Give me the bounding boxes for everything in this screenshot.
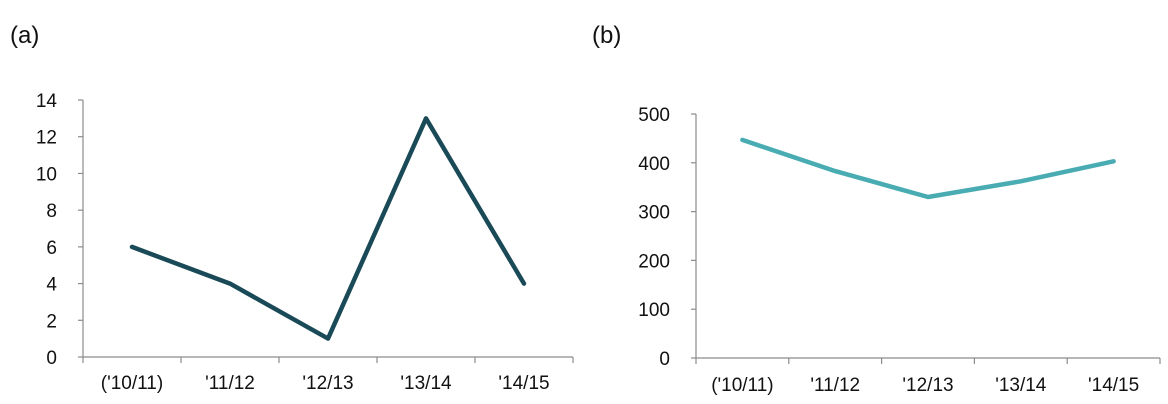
x-axis-b: ('10/11) '11/12 '12/13 '13/14 '14/15 [695,357,1161,396]
series-a [129,116,527,341]
y-tick-label: 4 [46,275,57,296]
y-tick-label: 8 [46,201,57,222]
series-b [740,137,1116,200]
y-tick-label: 12 [36,128,57,149]
panel-label-b: (b) [592,22,621,49]
x-axis-a: ('10/11) '11/12 '12/13 '13/14 '14/15 [82,356,574,394]
y-tick-label: 200 [638,251,670,272]
x-tick-label: '14/15 [498,373,549,394]
x-tick-label: '14/15 [1088,375,1139,396]
y-axis-a: 0 2 4 6 8 10 12 14 [36,91,84,369]
chart-b: (b) 0 100 200 300 400 500 ('10/11) '11/12 '12/1… [592,22,1161,396]
y-tick-label: 300 [638,203,670,224]
y-tick-label: 0 [659,349,670,370]
chart-a: (a) 0 2 4 6 8 10 12 14 ('10/11) '11/12 '12/13 '13/… [10,22,574,394]
y-tick-label: 500 [638,105,670,126]
x-tick-label: '12/13 [302,373,353,394]
y-axis-b: 0 100 200 300 400 500 [638,105,697,370]
y-tick-label: 2 [46,311,57,332]
y-tick-label: 100 [638,300,670,321]
x-tick-label: '11/12 [205,373,255,394]
x-tick-label: ('10/11) [101,373,163,394]
series-line-b [740,137,1116,200]
y-tick-label: 6 [46,238,57,259]
y-tick-label: 0 [46,348,57,369]
x-tick-label: '13/14 [995,375,1047,396]
series-line-a [129,116,527,341]
panel-label-a: (a) [10,22,39,49]
y-tick-label: 400 [638,154,670,175]
x-tick-label: '12/13 [902,375,953,396]
x-tick-label: '11/12 [810,375,860,396]
y-tick-label: 14 [36,91,58,112]
x-tick-label: ('10/11) [711,375,773,396]
y-tick-label: 10 [36,164,57,185]
x-tick-label: '13/14 [400,373,452,394]
